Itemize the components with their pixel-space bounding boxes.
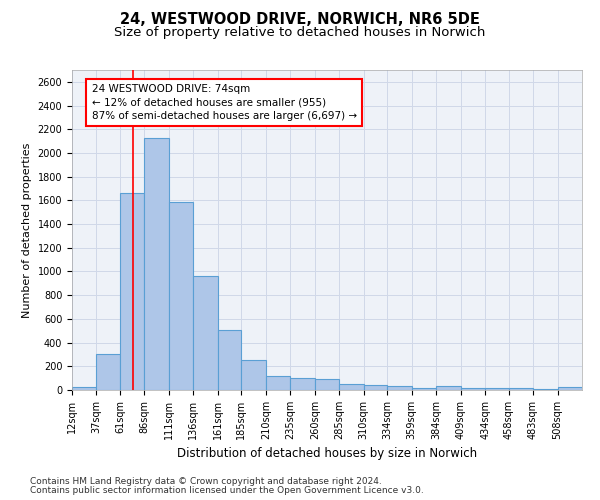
Text: Contains public sector information licensed under the Open Government Licence v3: Contains public sector information licen… [30, 486, 424, 495]
Bar [315, 378, 339, 390]
Bar [120, 194, 145, 390]
Bar [193, 276, 218, 390]
Bar [145, 138, 169, 390]
Text: Size of property relative to detached houses in Norwich: Size of property relative to detached ho… [115, 26, 485, 39]
Bar [218, 330, 241, 390]
Bar [97, 354, 120, 390]
Bar [290, 378, 315, 390]
Bar [509, 388, 533, 390]
Bar [72, 387, 97, 390]
X-axis label: Distribution of detached houses by size in Norwich: Distribution of detached houses by size … [177, 448, 477, 460]
Bar [339, 384, 364, 390]
Text: Contains HM Land Registry data © Crown copyright and database right 2024.: Contains HM Land Registry data © Crown c… [30, 477, 382, 486]
Bar [364, 384, 387, 390]
Text: 24 WESTWOOD DRIVE: 74sqm
← 12% of detached houses are smaller (955)
87% of semi-: 24 WESTWOOD DRIVE: 74sqm ← 12% of detach… [92, 84, 357, 120]
Bar [387, 386, 412, 390]
Bar [266, 376, 290, 390]
Bar [412, 388, 436, 390]
Bar [485, 388, 509, 390]
Text: 24, WESTWOOD DRIVE, NORWICH, NR6 5DE: 24, WESTWOOD DRIVE, NORWICH, NR6 5DE [120, 12, 480, 28]
Bar [436, 386, 461, 390]
Y-axis label: Number of detached properties: Number of detached properties [22, 142, 32, 318]
Bar [461, 388, 485, 390]
Bar [169, 202, 193, 390]
Bar [241, 360, 266, 390]
Bar [557, 387, 582, 390]
